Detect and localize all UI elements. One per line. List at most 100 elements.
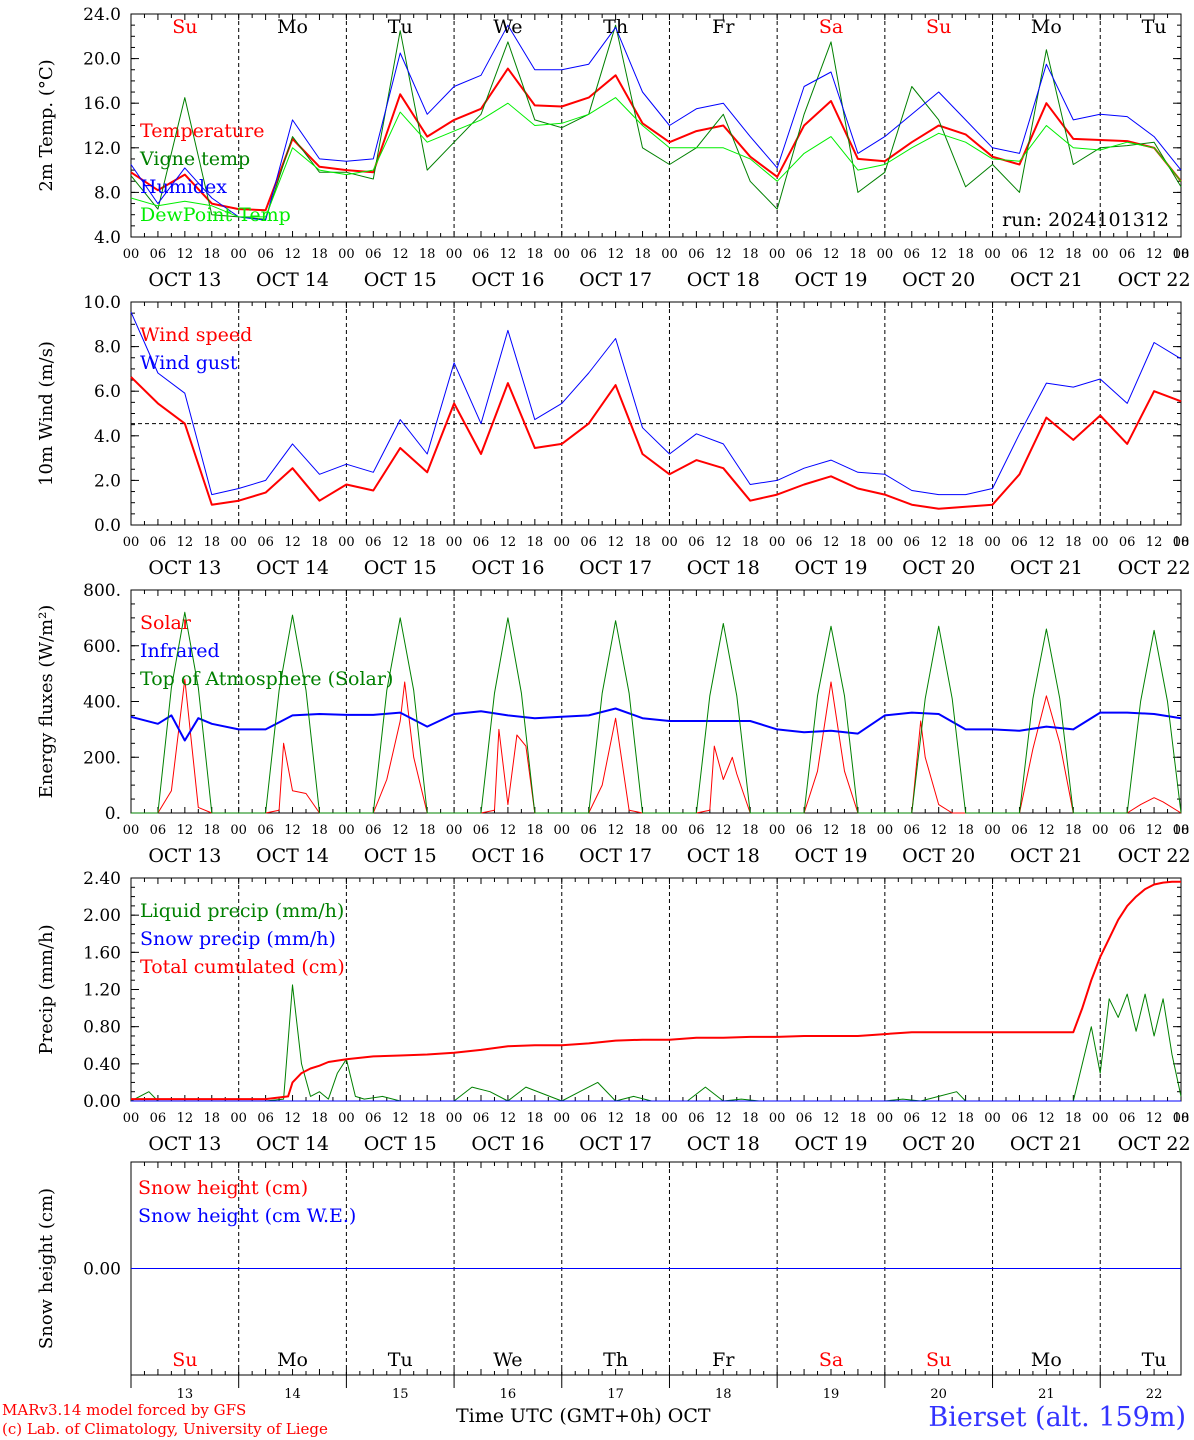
day-number: 14 [284, 1387, 301, 1402]
x-date-label: OCT 13 [148, 845, 221, 867]
x-hour-label: 12 [500, 535, 517, 550]
legend-entry: Humidex [140, 176, 227, 198]
x-hour-label: 00 [877, 247, 894, 262]
x-hour-label: 06 [1011, 1111, 1028, 1126]
x-hour-label: 12 [930, 823, 947, 838]
y-tick-label: 0. [105, 804, 121, 824]
x-hour-label: 00 [877, 1111, 894, 1126]
lab-credit: (c) Lab. of Climatology, University of L… [2, 1420, 328, 1438]
legend-entry: Liquid precip (mm/h) [140, 900, 344, 922]
x-hour-label: 12 [392, 535, 409, 550]
x-hour-label: 12 [177, 247, 194, 262]
x-hour-label: 12 [607, 535, 624, 550]
x-hour-label: 12 [392, 247, 409, 262]
x-hour-label: 12 [1038, 823, 1055, 838]
x-hour-label: 06 [903, 1111, 920, 1126]
x-hour-label: 18 [311, 535, 328, 550]
x-hour-label: 06 [365, 535, 382, 550]
y-tick-label: 4.0 [94, 228, 121, 248]
x-hour-label: 18 [527, 247, 544, 262]
x-hour-label: 18 [1065, 535, 1082, 550]
x-hour-label: 00 [1173, 1111, 1190, 1126]
legend-entry: Wind speed [140, 324, 252, 346]
x-hour-label: 12 [823, 1111, 840, 1126]
x-date-label: OCT 18 [687, 1133, 760, 1155]
day-letter: We [493, 16, 522, 38]
x-hour-label: 06 [473, 247, 490, 262]
day-letter: Th [603, 1349, 628, 1371]
series-line [131, 611, 1182, 814]
x-hour-label: 18 [527, 823, 544, 838]
x-date-label: OCT 13 [148, 1133, 221, 1155]
y-tick-label: 0.00 [83, 1260, 121, 1280]
x-hour-label: 12 [177, 535, 194, 550]
y-tick-label: 12.0 [83, 139, 121, 159]
day-letter: Tu [388, 16, 413, 38]
x-hour-label: 06 [688, 535, 705, 550]
y-tick-label: 2.40 [83, 869, 121, 889]
y-axis-label: Precip (mm/h) [36, 924, 57, 1054]
day-number: 22 [1146, 1387, 1163, 1402]
x-hour-label: 12 [930, 247, 947, 262]
series-line [131, 880, 1181, 1101]
x-date-label: OCT 13 [148, 557, 221, 579]
y-tick-label: 0.40 [83, 1055, 121, 1075]
x-date-label: OCT 20 [902, 1133, 975, 1155]
x-hour-label: 00 [661, 535, 678, 550]
x-hour-label: 18 [850, 823, 867, 838]
x-hour-label: 00 [1092, 823, 1109, 838]
x-hour-label: 12 [607, 247, 624, 262]
x-hour-label: 12 [930, 1111, 947, 1126]
x-hour-label: 12 [500, 247, 517, 262]
y-tick-label: 800. [83, 581, 121, 601]
x-hour-label: 06 [473, 1111, 490, 1126]
day-letter: Fr [712, 16, 735, 38]
x-hour-label: 00 [984, 1111, 1001, 1126]
x-hour-label: 06 [365, 1111, 382, 1126]
x-hour-label: 12 [607, 1111, 624, 1126]
x-date-label: OCT 18 [687, 557, 760, 579]
y-tick-label: 16.0 [83, 94, 121, 114]
legend-entry: Snow height (cm W.E.) [138, 1205, 356, 1227]
x-hour-label: 00 [769, 1111, 786, 1126]
y-tick-label: 200. [83, 748, 121, 768]
x-hour-label: 18 [203, 247, 220, 262]
x-hour-label: 00 [230, 535, 247, 550]
x-date-label: OCT 21 [1010, 845, 1083, 867]
x-hour-label: 00 [123, 247, 140, 262]
x-hour-label: 12 [500, 1111, 517, 1126]
y-tick-label: 1.20 [83, 981, 121, 1001]
series-line [130, 376, 1182, 510]
x-date-label: OCT 21 [1010, 1133, 1083, 1155]
x-date-label: OCT 15 [364, 1133, 437, 1155]
series-line [130, 311, 1182, 496]
x-date-label: OCT 19 [794, 845, 867, 867]
x-date-label: OCT 21 [1010, 269, 1083, 291]
x-hour-label: 06 [1119, 247, 1136, 262]
y-tick-label: 600. [83, 637, 121, 657]
x-hour-label: 06 [580, 247, 597, 262]
x-hour-label: 18 [742, 823, 759, 838]
series-line [130, 24, 1182, 220]
plot-frame [130, 301, 1182, 526]
x-hour-label: 06 [580, 1111, 597, 1126]
x-hour-label: 06 [688, 1111, 705, 1126]
x-hour-label: 18 [419, 1111, 436, 1126]
x-hour-label: 12 [500, 823, 517, 838]
x-hour-label: 12 [1146, 535, 1163, 550]
x-hour-label: 00 [984, 247, 1001, 262]
y-tick-label: 0.0 [94, 516, 121, 536]
x-hour-label: 12 [715, 823, 732, 838]
x-hour-label: 18 [203, 535, 220, 550]
x-hour-label: 18 [419, 535, 436, 550]
x-hour-label: 00 [769, 535, 786, 550]
x-date-label: OCT 16 [471, 845, 544, 867]
legend-entry: Total cumulated (cm) [140, 956, 345, 978]
y-tick-label: 8.0 [94, 183, 121, 203]
y-axis-label: 10m Wind (m/s) [36, 341, 57, 486]
x-hour-label: 00 [1092, 535, 1109, 550]
legend-entry: DewPoint Temp [140, 204, 291, 226]
day-letter: Tu [388, 1349, 413, 1371]
x-hour-label: 18 [311, 247, 328, 262]
